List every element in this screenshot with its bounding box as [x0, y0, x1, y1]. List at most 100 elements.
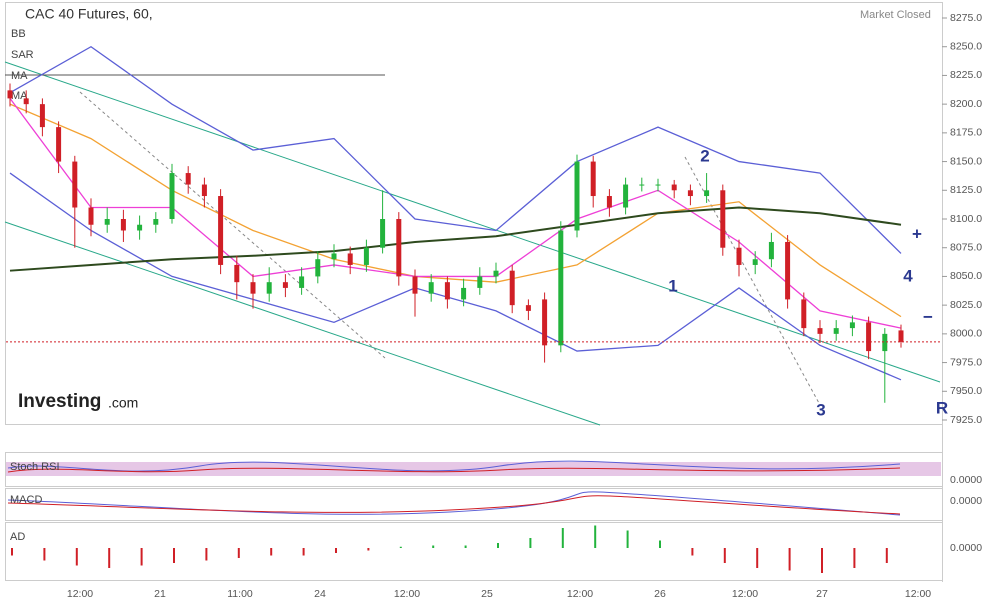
- candle-body: [218, 196, 224, 265]
- candle-body: [736, 247, 742, 265]
- y-tick-label: 8000.0: [950, 328, 982, 340]
- candle-body: [623, 184, 629, 208]
- candle-body: [752, 259, 758, 265]
- candle-body: [315, 259, 321, 277]
- candle-body: [7, 90, 13, 99]
- y-tick-label: 8150.0: [950, 155, 982, 167]
- candle-body: [558, 230, 564, 346]
- candle-body: [363, 247, 369, 265]
- candle-body: [882, 333, 888, 352]
- indicator-label: MA: [11, 70, 28, 82]
- panel-label: Stoch RSI: [10, 461, 60, 473]
- logo-suffix: .com: [108, 395, 138, 411]
- y-tick-label: 8225.0: [950, 69, 982, 81]
- decorations: [4, 61, 941, 516]
- y-tick-label: 8200.0: [950, 98, 982, 110]
- candle-body: [412, 276, 418, 294]
- panel-value: 0.0000: [950, 542, 982, 554]
- y-tick-label: 8100.0: [950, 213, 982, 225]
- candle-body: [428, 282, 434, 294]
- candle-body: [849, 322, 855, 329]
- logo: Investing: [18, 391, 101, 412]
- panel-value: 0.0000: [950, 474, 982, 486]
- x-tick-label: 11:00: [227, 588, 253, 600]
- x-tick-label: 12:00: [394, 588, 420, 600]
- x-tick-label: 27: [816, 588, 828, 600]
- annotation: 4: [903, 266, 913, 285]
- candle-body: [120, 219, 126, 231]
- y-tick-label: 7925.0: [950, 414, 982, 426]
- x-tick-label: 12:00: [732, 588, 758, 600]
- x-tick-label: 26: [654, 588, 666, 600]
- candle-body: [88, 207, 94, 225]
- candle-body: [282, 282, 288, 288]
- candle-body: [461, 287, 467, 300]
- candle-body: [817, 328, 823, 334]
- candle-body: [137, 224, 143, 231]
- candle-body: [785, 241, 791, 300]
- frames: [5, 2, 943, 582]
- y-tick-label: 8250.0: [950, 40, 982, 52]
- overlay-line: [9, 206, 902, 272]
- candle-body: [720, 190, 726, 248]
- overlay-line: [9, 172, 902, 381]
- annotation: 1: [668, 276, 677, 295]
- chart-title: CAC 40 Futures, 60,: [25, 6, 153, 22]
- candle-body: [639, 184, 645, 186]
- overlay-line: [9, 98, 902, 329]
- candle-body: [493, 270, 499, 277]
- panel-value: 0.0000: [950, 495, 982, 507]
- candle-body: [444, 282, 450, 300]
- candle-body: [39, 104, 45, 128]
- candle-body: [833, 328, 839, 334]
- candle-body: [542, 299, 548, 346]
- candle-body: [104, 219, 110, 225]
- y-tick-label: 7975.0: [950, 356, 982, 368]
- candle-body: [380, 219, 386, 248]
- x-tick-label: 12:00: [905, 588, 931, 600]
- candle-body: [801, 299, 807, 329]
- candle-body: [655, 184, 661, 186]
- candle-body: [898, 330, 904, 342]
- candle-body: [768, 241, 774, 260]
- candle-body: [477, 276, 483, 288]
- candle-body: [590, 161, 596, 197]
- candle-body: [704, 190, 710, 197]
- candle-body: [250, 282, 256, 294]
- y-tick-label: 7950.0: [950, 385, 982, 397]
- x-tick-label: 12:00: [67, 588, 93, 600]
- candle-body: [299, 276, 305, 288]
- status: Market Closed: [860, 9, 931, 21]
- candle-body: [866, 322, 872, 352]
- indicator-label: SAR: [11, 49, 34, 61]
- y-tick-label: 8075.0: [950, 241, 982, 253]
- x-tick-label: 12:00: [567, 588, 593, 600]
- y-tick-label: 8025.0: [950, 299, 982, 311]
- y-tick-label: 8275.0: [950, 12, 982, 24]
- annotation: 3: [816, 400, 825, 419]
- indicator-label: BB: [11, 28, 26, 40]
- panel-label: MACD: [10, 494, 42, 506]
- y-tick-label: 8050.0: [950, 270, 982, 282]
- candle-body: [56, 127, 62, 162]
- candle-body: [72, 161, 78, 208]
- candle-body: [185, 173, 191, 185]
- annotation: +: [912, 224, 922, 243]
- candle-body: [169, 173, 175, 219]
- candle-body: [606, 196, 612, 208]
- candle-body: [396, 219, 402, 277]
- panel-label: AD: [10, 531, 25, 543]
- x-tick-label: 25: [481, 588, 493, 600]
- candle-body: [687, 190, 693, 197]
- candle-body: [153, 219, 159, 225]
- annotation: R: [936, 398, 948, 417]
- candle-body: [266, 282, 272, 294]
- candle-body: [331, 253, 337, 260]
- candle-body: [347, 253, 353, 265]
- x-tick-label: 21: [154, 588, 166, 600]
- candle-body: [509, 270, 515, 306]
- y-tick-label: 8175.0: [950, 127, 982, 139]
